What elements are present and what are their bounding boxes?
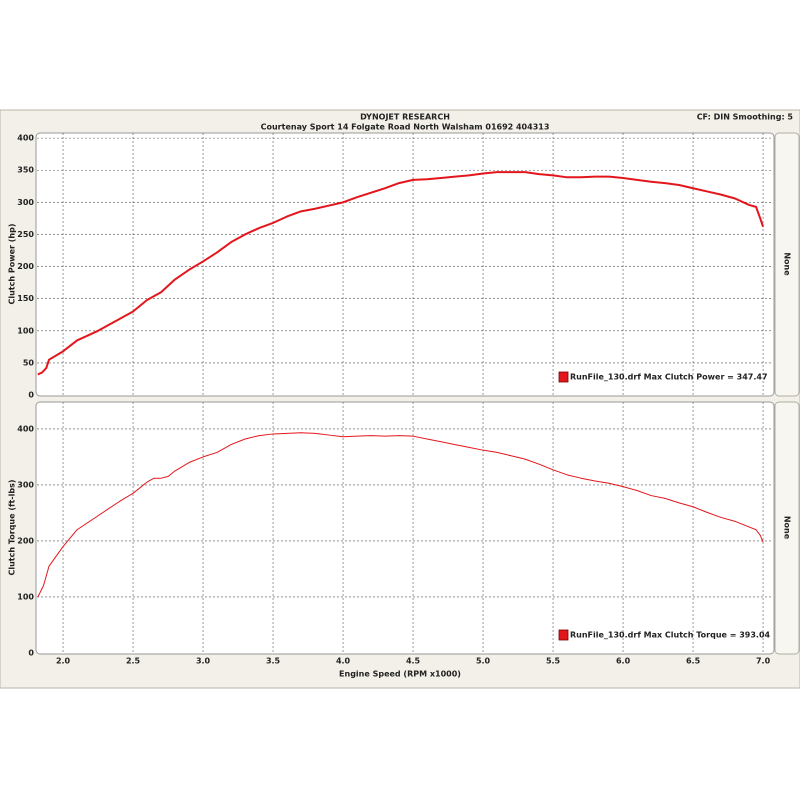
y-tick-label: 100 xyxy=(17,326,34,335)
x-tick-label: 4.5 xyxy=(406,657,421,666)
y-tick-label: 200 xyxy=(17,262,34,271)
y-tick-label: 100 xyxy=(17,592,34,601)
legend-swatch xyxy=(558,629,569,641)
x-tick-label: 3.0 xyxy=(196,657,211,666)
chart-title: DYNOJET RESEARCH xyxy=(360,113,450,122)
x-tick-label: 6.5 xyxy=(686,657,701,666)
y-tick-label: 200 xyxy=(17,536,34,545)
plot-area xyxy=(35,132,775,397)
x-tick-label: 2.0 xyxy=(56,657,71,666)
chart-subtitle: Courtenay Sport 14 Folgate Road North Wa… xyxy=(261,123,550,132)
y-tick-label: 300 xyxy=(17,198,34,207)
y-tick-label: 300 xyxy=(17,480,34,489)
y2-axis-label: None xyxy=(783,252,792,276)
x-axis-label: Engine Speed (RPM x1000) xyxy=(339,670,461,679)
y-tick-label: 150 xyxy=(17,294,34,303)
plot-area xyxy=(35,401,775,655)
y-tick-label: 250 xyxy=(17,230,34,239)
series-line xyxy=(37,432,764,598)
legend-label: RunFile_130.drf Max Clutch Power = 347.4… xyxy=(570,373,768,382)
y2-strip xyxy=(774,401,800,655)
y-tick-label: 0 xyxy=(28,649,34,658)
y-tick-label: 400 xyxy=(17,424,34,433)
y-axis-label: Clutch Torque (ft-lbs) xyxy=(8,480,17,576)
y-tick-label: 50 xyxy=(23,358,35,367)
y-axis-label: Clutch Power (hp) xyxy=(8,224,17,305)
x-tick-label: 5.5 xyxy=(546,657,561,666)
x-tick-label: 2.5 xyxy=(126,657,141,666)
y2-axis-label: None xyxy=(783,516,792,540)
y-tick-label: 0 xyxy=(28,391,34,400)
settings-annotation: CF: DIN Smoothing: 5 xyxy=(697,113,794,122)
y-tick-label: 400 xyxy=(17,134,34,143)
legend-swatch xyxy=(558,371,569,383)
x-tick-label: 6.0 xyxy=(616,657,631,666)
x-tick-label: 3.5 xyxy=(266,657,281,666)
x-tick-label: 7.0 xyxy=(756,657,771,666)
x-tick-label: 4.0 xyxy=(336,657,351,666)
x-tick-label: 5.0 xyxy=(476,657,491,666)
series-line xyxy=(37,171,765,376)
y-tick-label: 350 xyxy=(17,166,34,175)
y2-strip xyxy=(774,132,800,397)
legend-label: RunFile_130.drf Max Clutch Torque = 393.… xyxy=(570,631,771,640)
